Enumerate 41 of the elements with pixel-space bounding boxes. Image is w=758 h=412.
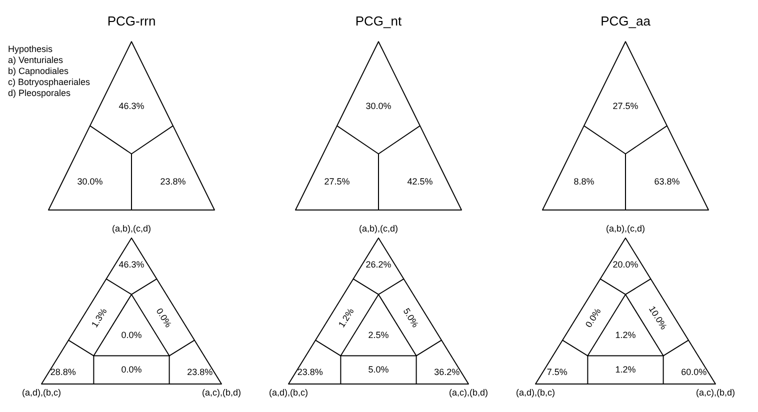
data-label: 0.0% [121, 330, 142, 340]
text: a) Venturiales [8, 55, 64, 66]
data-label: 30.0% [366, 101, 392, 112]
data-label: 0.0% [121, 364, 142, 374]
data-label: 42.5% [407, 176, 433, 186]
text: (a,d),(b,c) [516, 387, 556, 398]
text: (a,b),(c,d) [358, 223, 398, 234]
data-label: 63.8% [654, 176, 680, 186]
text: (a,d),(b,c) [268, 387, 308, 398]
data-label: 23.8% [297, 366, 323, 377]
data-label: 23.8% [187, 366, 213, 377]
text: (a,b),(c,d) [606, 223, 646, 234]
text: (a,b),(c,d) [112, 223, 152, 234]
text: (a,d),(b,c) [22, 387, 62, 398]
data-label: 20.0% [612, 260, 638, 270]
data-label: 30.0% [77, 176, 103, 186]
text: PCG_aa [600, 13, 652, 28]
data-label: 26.2% [366, 260, 392, 270]
text: PCG_nt [355, 13, 402, 28]
data-label: 23.8% [160, 176, 186, 186]
data-label: 1.2% [615, 364, 636, 374]
text: Hypothesis [8, 44, 54, 55]
text: b) Capnodiales [8, 66, 70, 77]
data-label: 1.2% [615, 330, 636, 340]
data-label: 27.5% [324, 176, 350, 186]
text: (a,c),(b,d) [202, 387, 242, 398]
data-label: 27.5% [612, 101, 638, 112]
text: d) Pleosporales [8, 88, 72, 99]
text: (a,c),(b,d) [696, 387, 736, 398]
data-label: 46.3% [118, 260, 144, 270]
data-label: 28.8% [50, 366, 76, 377]
text: c) Botryosphaeriales [8, 77, 90, 88]
data-label: 7.5% [546, 366, 568, 377]
text: (a,c),(b,d) [448, 387, 488, 398]
data-label: 2.5% [368, 330, 389, 340]
data-label: 36.2% [434, 366, 460, 377]
data-label: 5.0% [368, 364, 389, 374]
data-label: 46.3% [118, 101, 144, 112]
text: PCG-rrn [107, 13, 156, 28]
data-label: 8.8% [574, 176, 594, 186]
data-label: 60.0% [681, 366, 707, 377]
